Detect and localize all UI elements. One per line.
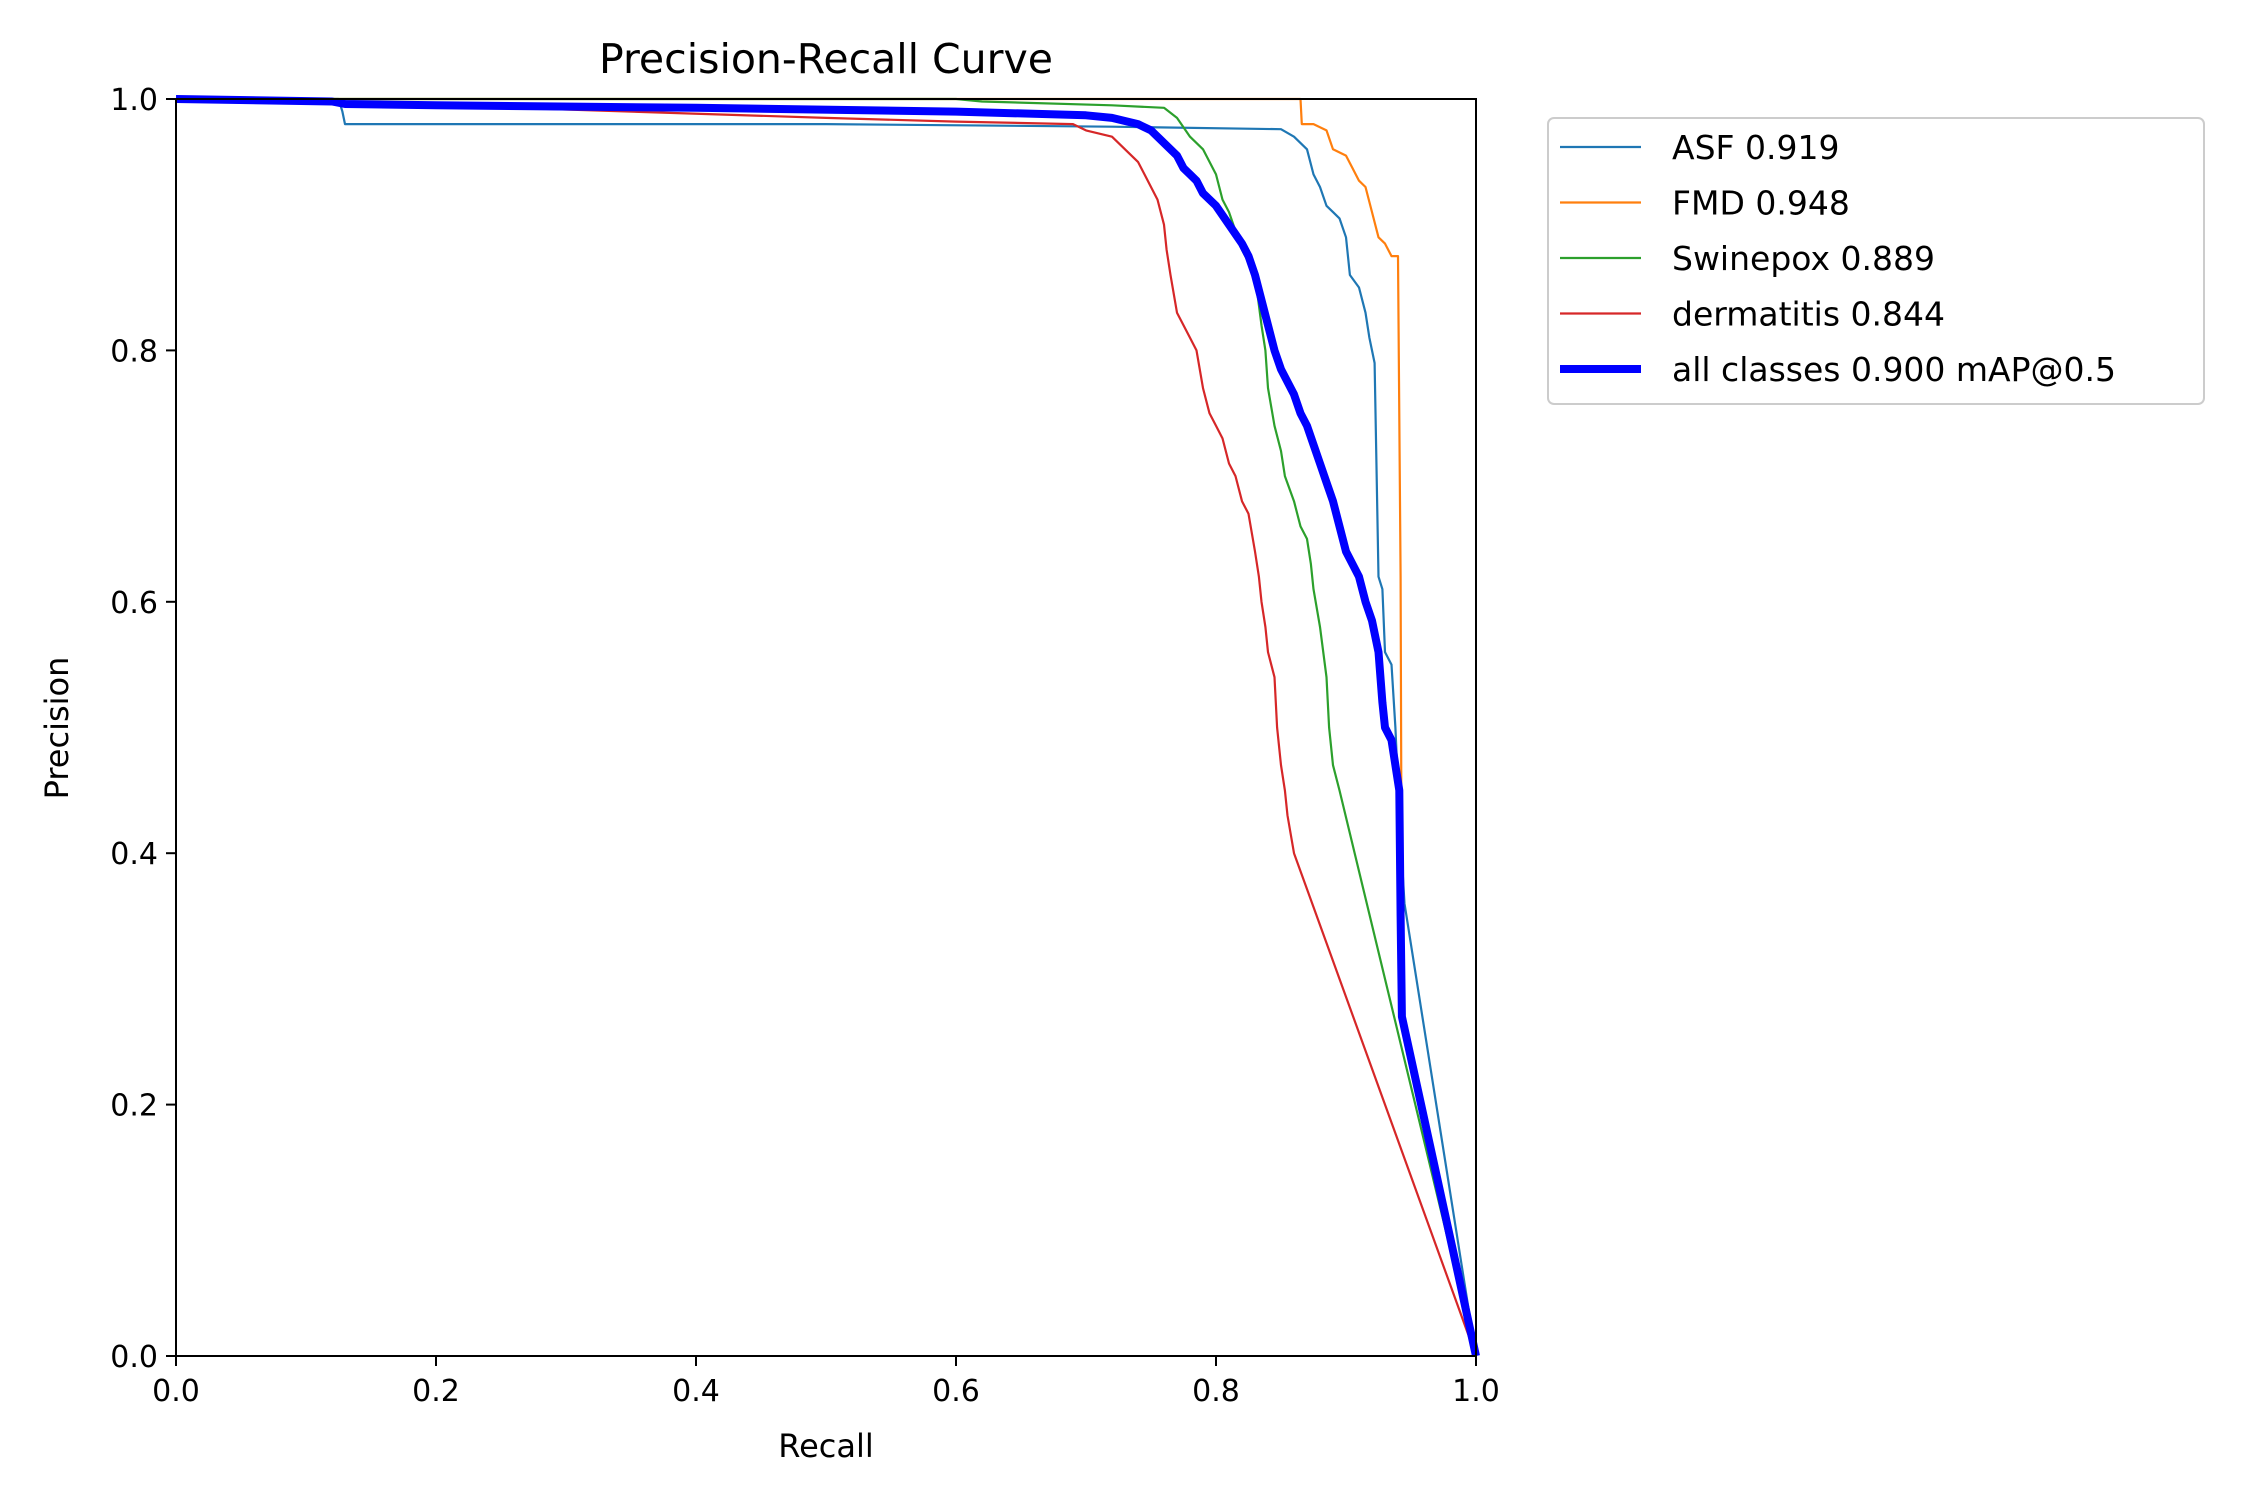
y-tick-label-3: 0.6 [110, 586, 158, 621]
x-tick-label-4: 0.8 [1192, 1374, 1240, 1409]
series-line-4 [175, 95, 1480, 1357]
series-line-3 [175, 97, 1478, 1357]
y-tick-label-2: 0.4 [110, 837, 158, 872]
x-axis-ticks: 0.0 0.2 0.4 0.6 0.8 1.0 [152, 1356, 1500, 1409]
x-tick-label-3: 0.6 [932, 1374, 980, 1409]
plot-frame [175, 98, 1477, 1357]
series-line-1 [176, 97, 1478, 1357]
y-tick-label-5: 1.0 [110, 83, 158, 118]
plot-area [176, 99, 1476, 1356]
chart-title: Precision-Recall Curve [599, 35, 1053, 83]
legend-label-1: FMD 0.948 [1672, 184, 1850, 223]
x-tick-label-5: 1.0 [1452, 1374, 1500, 1409]
x-tick-label-0: 0.0 [152, 1374, 200, 1409]
legend-box [1547, 117, 2205, 405]
legend-label-2: Swinepox 0.889 [1672, 239, 1935, 278]
series-layer [175, 95, 1480, 1357]
legend: ASF 0.919 FMD 0.948 Swinepox 0.889 dermatit… [1547, 117, 2205, 405]
series-line-0 [176, 97, 1478, 1357]
legend-entries: ASF 0.919 FMD 0.948 Swinepox 0.889 dermatit… [1560, 128, 2116, 389]
y-tick-label-1: 0.2 [110, 1089, 158, 1124]
y-tick-label-0: 0.0 [110, 1340, 158, 1375]
x-tick-label-2: 0.4 [672, 1374, 720, 1409]
x-axis-label: Recall [778, 1427, 873, 1465]
legend-label-4: all classes 0.900 mAP@0.5 [1672, 350, 2116, 389]
legend-label-3: dermatitis 0.844 [1672, 295, 1945, 334]
legend-label-0: ASF 0.919 [1672, 128, 1839, 167]
series-line-2 [176, 97, 1478, 1357]
x-tick-label-1: 0.2 [412, 1374, 460, 1409]
y-axis-ticks: 0.0 0.2 0.4 0.6 0.8 1.0 [110, 83, 176, 1375]
y-axis-label: Precision [38, 657, 76, 800]
y-tick-label-4: 0.8 [110, 334, 158, 369]
